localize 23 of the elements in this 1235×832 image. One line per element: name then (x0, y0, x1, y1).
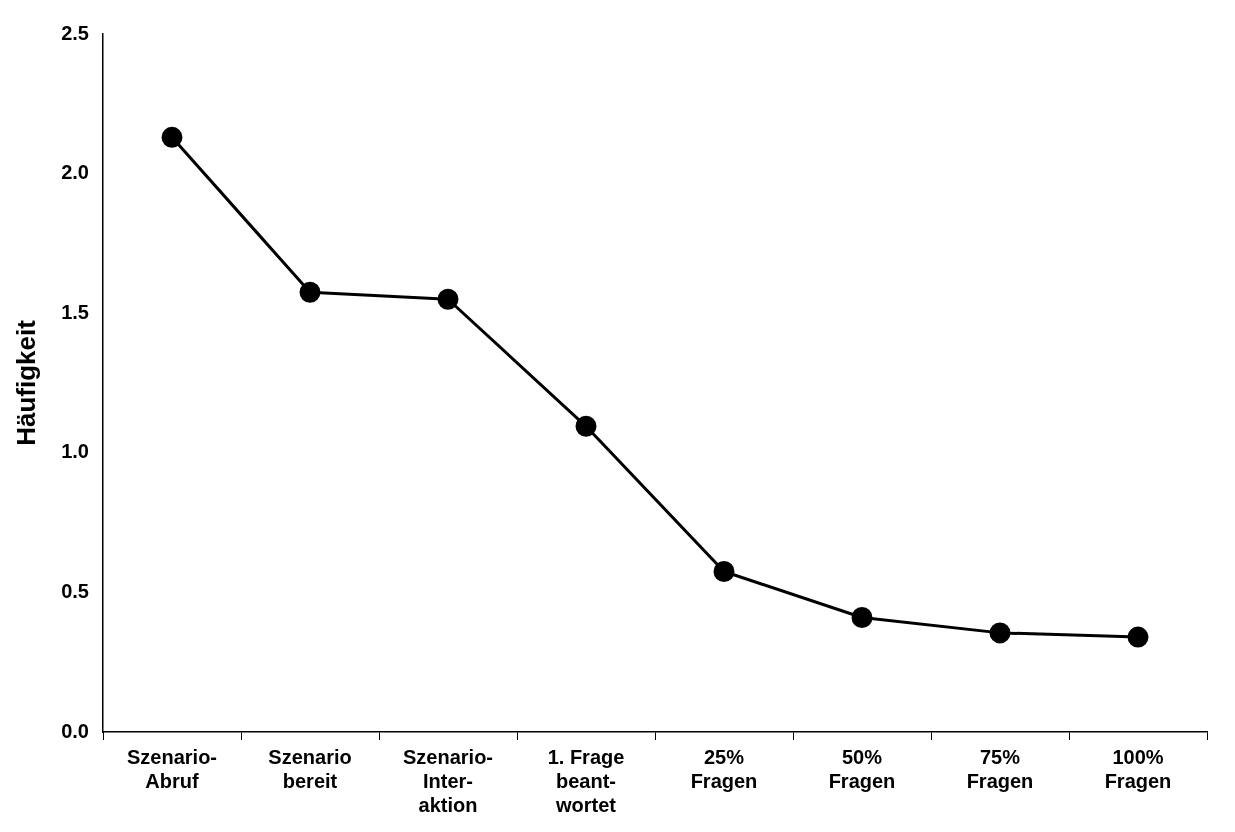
y-tick-label: 1.5 (61, 300, 89, 323)
y-tick-label: 2.0 (61, 161, 89, 184)
point (1127, 626, 1149, 648)
x-tick-label: 100% Fragen (1104, 745, 1172, 792)
point (575, 415, 597, 437)
x-tick-label: Szenario- Abruf (126, 745, 218, 792)
point (161, 126, 183, 148)
y-axis-title: Häufigkeit (10, 319, 41, 446)
x-tick-label: Szenario bereit (268, 745, 352, 792)
x-tick-label: 50% Fragen (828, 745, 896, 792)
y-tick-label: 1.0 (61, 440, 89, 463)
point (713, 560, 735, 582)
x-tick-label: 25% Fragen (690, 745, 758, 792)
x-tick-label: 75% Fragen (966, 745, 1034, 792)
point (437, 288, 459, 310)
y-tick-label: 2.5 (61, 21, 89, 44)
point (989, 622, 1011, 644)
x-tick-label: 1. Frage beant- wortet (547, 745, 625, 816)
point (299, 281, 321, 303)
y-tick-label: 0.0 (61, 719, 89, 742)
x-tick-label: Szenario- Inter- aktion (402, 745, 494, 816)
y-tick-label: 0.5 (61, 579, 89, 602)
point (851, 607, 873, 629)
